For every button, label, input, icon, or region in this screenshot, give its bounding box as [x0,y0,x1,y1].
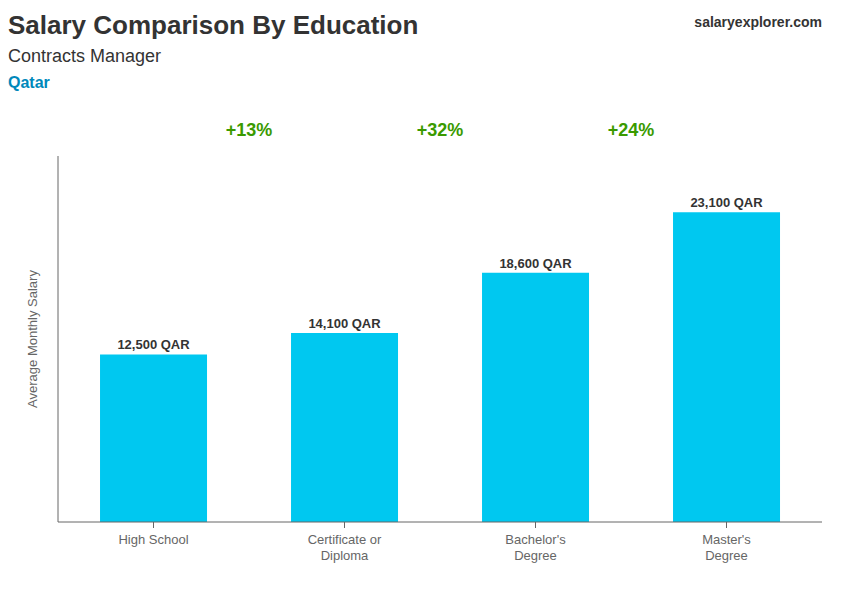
html-text:+13%: +13% [225,120,273,140]
svg-text:Certificate orDiploma: Certificate orDiploma [308,532,382,563]
html-text:+32%: +32% [416,120,464,140]
html-text:+24%: +24% [607,120,655,140]
html-text:Qatar: Qatar [8,74,50,91]
svg-text:Master'sDegree: Master'sDegree [702,532,751,563]
svg-text:18,600 QAR: 18,600 QAR [499,256,572,271]
svg-text:High School: High School [118,532,188,547]
svg-text:Bachelor'sDegree: Bachelor'sDegree [505,532,566,563]
html-text:salaryexplorer.com: salaryexplorer.com [694,14,822,30]
svg-text:Average Monthly Salary: Average Monthly Salary [25,270,40,408]
html-text:Contracts Manager: Contracts Manager [8,46,162,66]
svg-text:12,500 QAR: 12,500 QAR [117,337,190,352]
svg-text:14,100 QAR: 14,100 QAR [308,316,381,331]
html-text:Salary Comparison By Education: Salary Comparison By Education [8,10,419,40]
svg-text:23,100 QAR: 23,100 QAR [690,195,763,210]
